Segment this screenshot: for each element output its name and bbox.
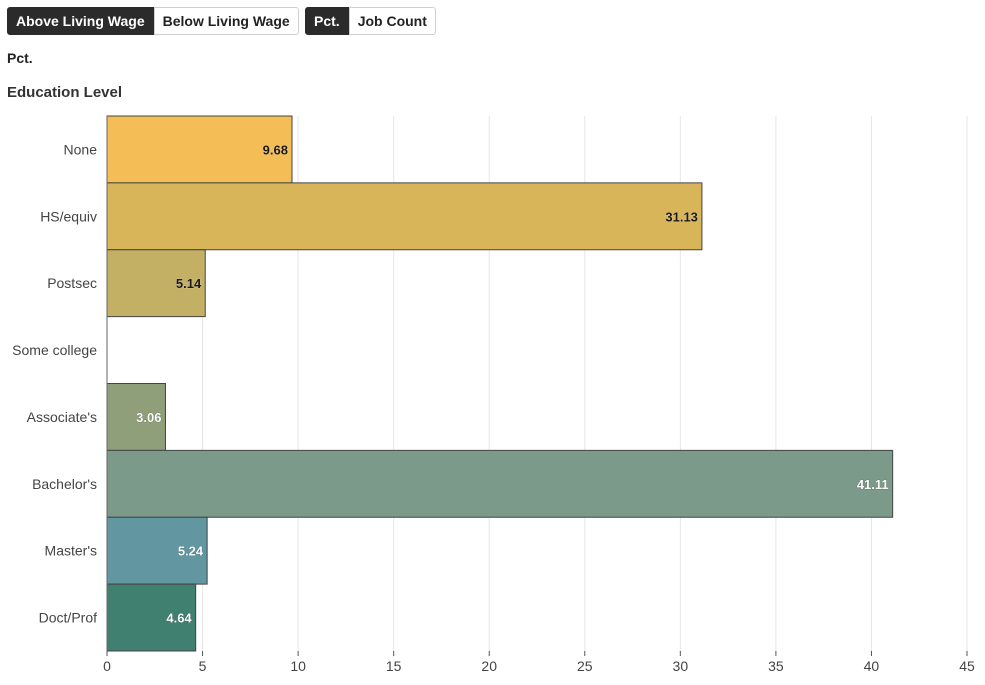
category-label: Bachelor's — [32, 476, 97, 492]
x-tick-label: 10 — [290, 658, 306, 674]
x-tick-label: 35 — [768, 658, 784, 674]
data-label: 31.13 — [665, 209, 698, 224]
category-label: Master's — [45, 543, 97, 559]
data-label: 4.64 — [166, 611, 192, 626]
wage-toggle-group: Above Living Wage Below Living Wage — [7, 7, 299, 35]
data-label: 5.14 — [176, 276, 202, 291]
job-count-button[interactable]: Job Count — [348, 7, 436, 35]
data-label: 41.11 — [857, 477, 889, 492]
category-label: Postsec — [47, 275, 97, 291]
bar[interactable] — [106, 583, 197, 652]
x-tick-label: 40 — [864, 658, 880, 674]
bars: 9.68 31.13 5.14 3.06 41.11 5.24 4.64 — [106, 115, 894, 652]
below-living-wage-button[interactable]: Below Living Wage — [153, 7, 299, 35]
x-tick-label: 5 — [199, 658, 207, 674]
x-tick-label: 45 — [959, 658, 975, 674]
bar[interactable] — [106, 516, 208, 585]
metric-label: Pct. — [7, 50, 33, 66]
bar[interactable] — [106, 182, 703, 251]
category-label: Some college — [12, 342, 97, 358]
x-tick-label: 30 — [673, 658, 689, 674]
metric-toggle-group: Pct. Job Count — [305, 7, 436, 35]
x-tick-label: 15 — [386, 658, 402, 674]
bar[interactable] — [106, 449, 894, 518]
category-label: Doct/Prof — [39, 610, 97, 626]
x-tick-label: 0 — [103, 658, 111, 674]
x-tick-label: 20 — [481, 658, 497, 674]
above-living-wage-button[interactable]: Above Living Wage — [7, 7, 154, 35]
y-axis-title: Education Level — [7, 84, 123, 101]
x-tick-label: 25 — [577, 658, 593, 674]
data-label: 3.06 — [136, 410, 161, 425]
category-label: None — [64, 141, 98, 157]
bar[interactable] — [106, 383, 166, 451]
bar[interactable] — [106, 115, 293, 184]
pct-button[interactable]: Pct. — [305, 7, 349, 35]
data-label: 9.68 — [263, 142, 288, 157]
data-label: 5.24 — [178, 544, 204, 559]
category-label: Associate's — [27, 409, 97, 425]
category-label: HS/equiv — [40, 208, 97, 224]
axes: 0 5 10 15 20 25 30 35 40 45 None HS/equiv Postsec Som… — [12, 116, 975, 674]
